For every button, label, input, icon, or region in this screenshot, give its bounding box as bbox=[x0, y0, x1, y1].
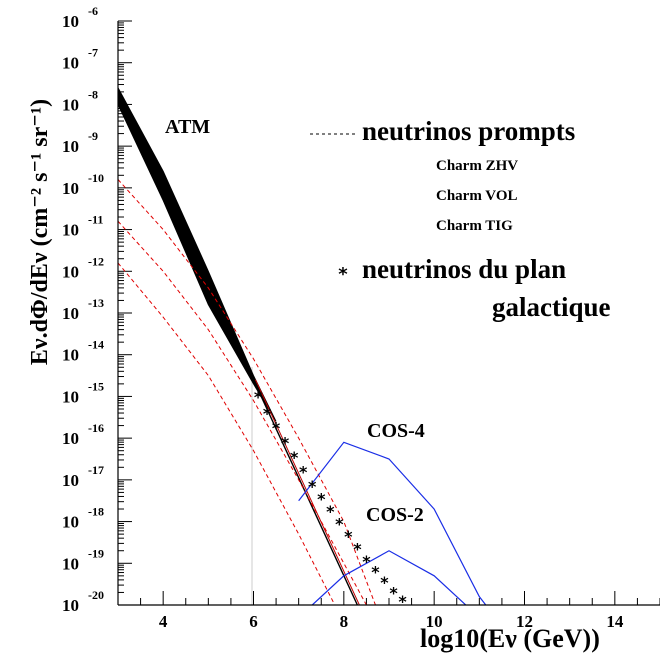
y-tick-exponent: -16 bbox=[88, 421, 104, 435]
prompt-series-line bbox=[118, 262, 336, 605]
tick-labels: 4 6 8 10 12 14 10 -6 10 -7 10 -8 10 -9 10 -10 10 -11 10 -12… bbox=[62, 4, 624, 631]
y-tick-exponent: -15 bbox=[88, 379, 104, 393]
y-tick-exponent: -13 bbox=[88, 296, 104, 310]
y-tick-label: 10 bbox=[62, 262, 79, 281]
y-tick-label: 10 bbox=[62, 304, 79, 323]
cos2-line bbox=[311, 550, 467, 605]
x-tick-label: 4 bbox=[159, 612, 168, 631]
cos4-annotation: COS-4 bbox=[367, 420, 425, 442]
galactic-point: * bbox=[290, 448, 299, 467]
cos4-line bbox=[298, 441, 487, 605]
y-tick-label: 10 bbox=[62, 137, 79, 156]
y-tick-label: 10 bbox=[62, 54, 79, 73]
prompt-series-group bbox=[118, 179, 376, 605]
galactic-point: * bbox=[371, 563, 380, 582]
legend-prompt-model-2: Charm VOL bbox=[436, 188, 518, 204]
y-tick-label: 10 bbox=[62, 179, 79, 198]
galactic-point: * bbox=[272, 419, 281, 438]
y-tick-label: 10 bbox=[62, 554, 79, 573]
y-tick-exponent: -9 bbox=[88, 129, 98, 143]
legend-galactic-line2: galactique bbox=[492, 292, 611, 322]
y-tick-exponent: -14 bbox=[88, 338, 104, 352]
axis-ticks bbox=[117, 20, 660, 606]
galactic-point: * bbox=[281, 433, 290, 452]
galactic-point: * bbox=[326, 502, 335, 521]
legend-galactic-line1: neutrinos du plan bbox=[362, 254, 567, 284]
y-tick-label: 10 bbox=[62, 95, 79, 114]
x-tick-label: 8 bbox=[340, 612, 349, 631]
galactic-point: * bbox=[317, 490, 326, 509]
y-tick-exponent: -11 bbox=[88, 213, 103, 227]
cos-series-group bbox=[298, 441, 487, 605]
galactic-point: * bbox=[398, 592, 407, 611]
y-tick-exponent: -7 bbox=[88, 46, 98, 60]
prompt-series-line bbox=[118, 220, 367, 605]
y-tick-exponent: -8 bbox=[88, 87, 98, 101]
galactic-point: * bbox=[254, 387, 263, 406]
x-axis-label: log10(Eν (GeV)) bbox=[420, 624, 600, 654]
galactic-points-group: **************** * bbox=[254, 387, 408, 611]
galactic-point: * bbox=[299, 463, 308, 482]
atm-band-group bbox=[118, 87, 360, 605]
axes-frame bbox=[117, 21, 660, 606]
y-tick-exponent: -10 bbox=[88, 171, 104, 185]
y-tick-label: 10 bbox=[62, 221, 79, 240]
galactic-point: * bbox=[263, 404, 272, 423]
atm-line-red bbox=[255, 379, 360, 605]
y-tick-exponent: -17 bbox=[88, 463, 104, 477]
legend-markers: * bbox=[310, 133, 356, 285]
galactic-point: * bbox=[308, 477, 317, 496]
galactic-point: * bbox=[335, 515, 344, 534]
legend-prompt-model-1: Charm ZHV bbox=[436, 158, 519, 174]
galactic-point: * bbox=[362, 552, 371, 571]
x-tick-label: 6 bbox=[249, 612, 258, 631]
atm-annotation: ATM bbox=[165, 116, 211, 138]
legend-prompt-model-3: Charm TIG bbox=[436, 218, 513, 234]
x-tick-label: 14 bbox=[606, 612, 624, 631]
plot-area: **************** * bbox=[118, 87, 487, 611]
y-tick-exponent: -20 bbox=[88, 588, 104, 602]
galactic-point: * bbox=[353, 540, 362, 559]
legend-prompt-title: neutrinos prompts bbox=[362, 116, 576, 146]
y-tick-label: 10 bbox=[62, 596, 79, 615]
y-axis-label: Eν.dΦ/dEν (cm⁻² s⁻¹ sr⁻¹) bbox=[23, 42, 57, 422]
y-axis-label-text: Eν.dΦ/dEν (cm⁻² s⁻¹ sr⁻¹) bbox=[27, 98, 53, 366]
y-tick-label: 10 bbox=[62, 429, 79, 448]
galactic-point: * bbox=[389, 583, 398, 602]
y-tick-label: 10 bbox=[62, 387, 79, 406]
y-tick-exponent: -19 bbox=[88, 546, 104, 560]
y-tick-label: 10 bbox=[62, 12, 79, 31]
x-axis-label-text: log10(Eν (GeV)) bbox=[420, 624, 600, 653]
legend-galactic-marker: * bbox=[338, 264, 348, 285]
galactic-point: * bbox=[344, 527, 353, 546]
y-tick-exponent: -6 bbox=[88, 4, 98, 18]
y-tick-label: 10 bbox=[62, 346, 79, 365]
y-tick-exponent: -18 bbox=[88, 505, 104, 519]
prompt-series-line bbox=[118, 179, 376, 605]
x-tick-label: 10 bbox=[426, 612, 443, 631]
y-tick-exponent: -12 bbox=[88, 254, 104, 268]
cos2-annotation: COS-2 bbox=[366, 504, 424, 526]
y-tick-label: 10 bbox=[62, 471, 79, 490]
x-tick-label: 12 bbox=[516, 612, 533, 631]
galactic-point: * bbox=[380, 573, 389, 592]
y-tick-label: 10 bbox=[62, 513, 79, 532]
